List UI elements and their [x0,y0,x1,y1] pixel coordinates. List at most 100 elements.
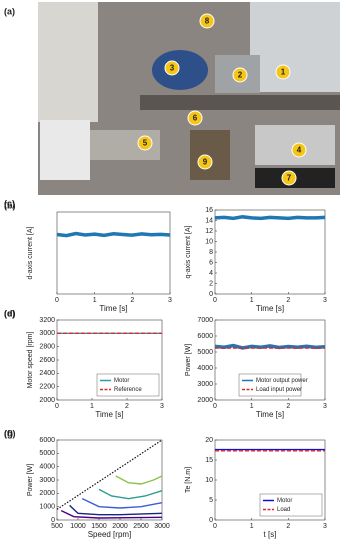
legend-box [238,373,302,397]
y-tick-label: 2 [209,280,213,287]
marker-label: 6 [193,114,198,123]
marker-label: 8 [205,17,210,26]
y-tick-label: 5000 [197,349,213,356]
y-tick-label: 16 [205,207,213,214]
panel-label: (f) [4,428,13,438]
y-tick-label: 1000 [39,504,55,511]
y-tick-label: 5000 [39,450,55,457]
y-tick-label: 3000 [39,330,55,337]
y-tick-label: 10 [205,477,213,484]
panel-label: (d) [4,308,16,318]
y-tick-label: 2400 [39,370,55,377]
y-tick-label: 3000 [39,477,55,484]
y-tick-label: 5 [209,497,213,504]
marker-badge [137,135,153,151]
x-tick-label: 2 [130,297,134,304]
marker-badge [275,64,291,80]
legend-label: Motor output power [256,378,308,384]
panel-label: (e) [4,308,15,318]
y-tick-label: 8 [209,249,213,256]
y-tick-label: 0 [51,517,55,524]
photo-inverter [190,130,230,180]
y-axis-label: Power [W] [185,344,192,376]
marker-badge [199,13,215,29]
x-tick-label: 1 [93,297,97,304]
series-line [98,488,163,500]
photo-equipment [40,120,90,180]
marker-label: 4 [297,146,302,155]
marker-badge [164,60,180,76]
photo-wall [250,2,340,92]
plot-area [56,211,171,295]
panel-label: (a) [4,6,15,16]
marker-label: 5 [143,139,148,148]
panel-label: (g) [4,428,16,438]
y-axis-label: q-axis current [A] [185,225,192,278]
x-tick-label: 1 [250,297,254,304]
y-tick-label: 3200 [39,317,55,324]
x-axis-label: Time [s] [99,304,127,313]
marker-badge [291,142,307,158]
legend-label: Load [277,507,290,513]
y-tick-label: 0 [209,517,213,524]
x-tick-label: 0 [213,297,217,304]
series-line [69,504,163,516]
panel-label: (b) [4,200,16,210]
plot-area [214,209,326,295]
x-tick-label: 0 [213,523,217,530]
x-tick-label: 2 [286,523,290,530]
y-tick-label: 6000 [197,333,213,340]
x-axis-label: Time [s] [256,304,284,313]
legend-label: Reference [114,387,142,393]
x-tick-label: 1000 [70,523,86,530]
series-line [214,343,326,350]
marker-badge [232,67,248,83]
y-tick-label: 2800 [39,344,55,351]
x-axis-label: Time [s] [95,410,123,419]
y-axis-label: d-axis current [A] [27,226,34,279]
y-tick-label: 2000 [197,397,213,404]
x-axis-label: Speed [rpm] [88,530,132,539]
x-tick-label: 2500 [133,523,149,530]
photo [38,2,340,195]
photo-wall [38,2,98,122]
photo-bench [140,95,340,110]
y-axis-label: Te [N.m] [185,467,192,493]
y-tick-label: 20 [205,437,213,444]
x-tick-label: 1 [250,403,254,410]
x-tick-label: 2000 [112,523,128,530]
y-tick-label: 4000 [197,365,213,372]
y-tick-label: 2600 [39,357,55,364]
marker-label: 1 [281,68,286,77]
y-axis-label: Power [W] [27,464,34,496]
legend-label: Load input power [256,387,302,393]
x-tick-label: 1 [90,403,94,410]
y-axis-label: Motor speed [rpm] [27,332,34,389]
x-tick-label: 2 [125,403,129,410]
series-line [60,510,163,519]
y-tick-label: 10 [205,238,213,245]
y-tick-label: 14 [205,217,213,224]
x-tick-label: 0 [55,403,59,410]
y-tick-label: 4 [209,270,213,277]
series-line [56,231,171,238]
marker-label: 9 [203,158,208,167]
legend-label: Motor [277,498,292,504]
y-tick-label: 6 [209,259,213,266]
legend-label: Motor [114,378,129,384]
x-tick-label: 0 [55,297,59,304]
legend-box [259,493,323,517]
x-tick-label: 3 [160,403,164,410]
x-tick-label: 1500 [91,523,107,530]
y-tick-label: 6000 [39,437,55,444]
y-tick-label: 2200 [39,384,55,391]
y-tick-label: 2000 [39,490,55,497]
y-tick-label: 4000 [39,464,55,471]
x-tick-label: 2 [286,403,290,410]
x-tick-label: 500 [51,523,63,530]
marker-label: 2 [238,71,243,80]
x-tick-label: 3 [323,403,327,410]
legend-box [96,373,160,397]
marker-badge [187,110,203,126]
